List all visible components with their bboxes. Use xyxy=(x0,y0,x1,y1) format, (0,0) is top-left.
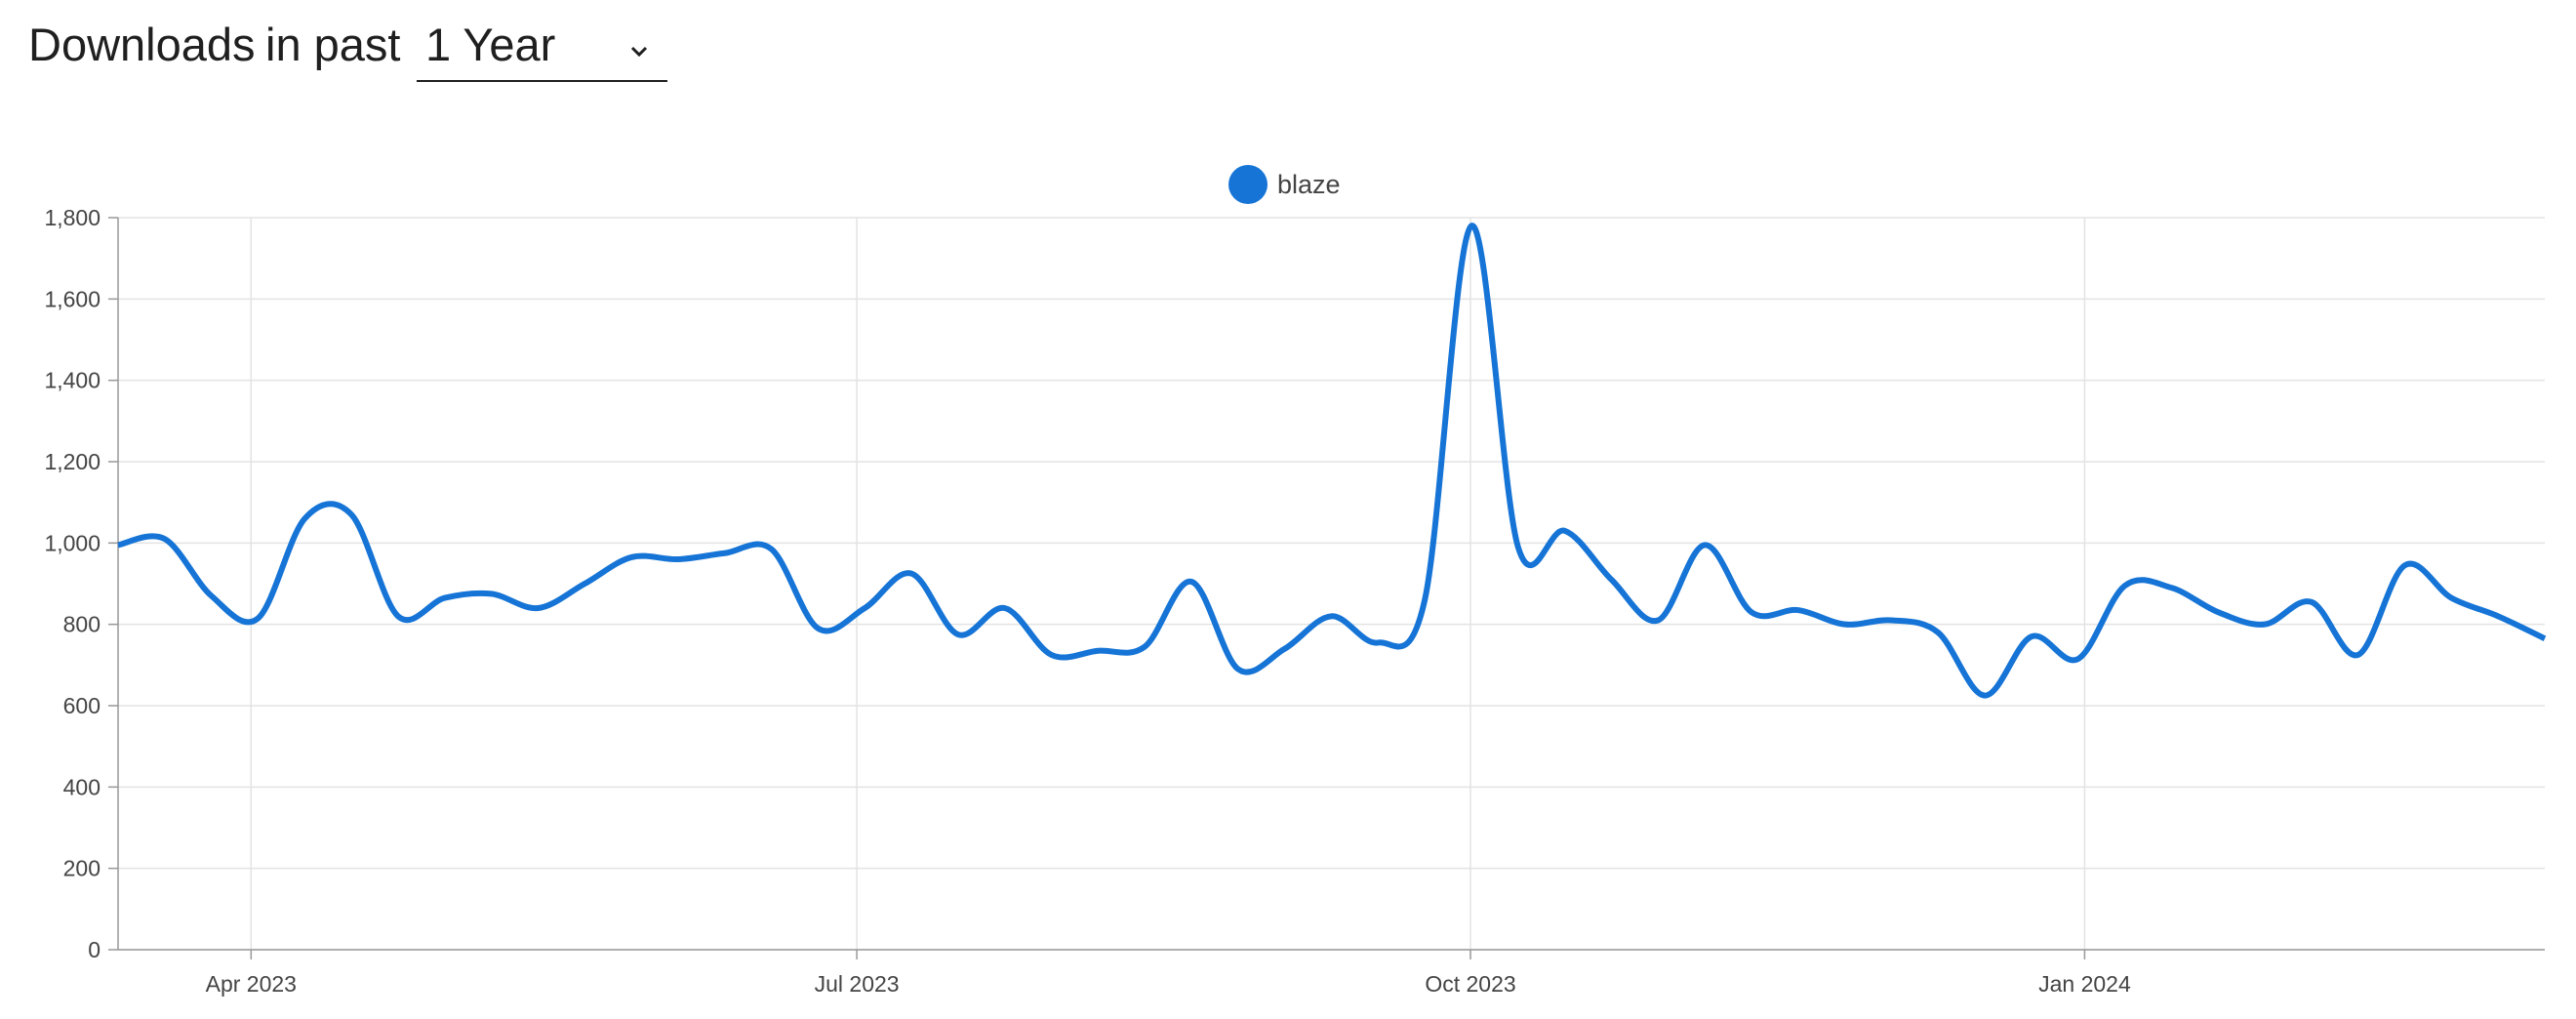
x-tick-label: Jan 2024 xyxy=(2038,971,2131,997)
x-tick-label: Apr 2023 xyxy=(206,971,297,997)
y-tick-label: 600 xyxy=(63,693,101,718)
y-tick-label: 1,600 xyxy=(44,286,101,311)
chevron[interactable] xyxy=(630,46,648,58)
header-title: Downloads xyxy=(28,19,256,70)
y-tick-label: 1,200 xyxy=(44,449,101,474)
y-tick-label: 800 xyxy=(63,612,101,637)
y-tick-label: 1,000 xyxy=(44,530,101,555)
range-select[interactable]: 1 Year xyxy=(417,19,667,82)
series-line xyxy=(117,223,2547,699)
y-tick-label: 0 xyxy=(88,937,101,962)
header-subtitle: in past xyxy=(265,19,400,70)
legend-swatch xyxy=(1228,165,1268,204)
y-tick-label: 200 xyxy=(63,856,101,881)
y-tick-label: 1,400 xyxy=(44,368,101,393)
y-tick-label: 1,800 xyxy=(44,205,101,230)
select-value[interactable]: 1 Year xyxy=(425,19,555,70)
x-tick-label: Oct 2023 xyxy=(1425,971,1515,997)
x-tick-label: Jul 2023 xyxy=(815,971,900,997)
legend-label: blaze xyxy=(1277,170,1341,199)
y-tick-label: 400 xyxy=(63,774,101,799)
